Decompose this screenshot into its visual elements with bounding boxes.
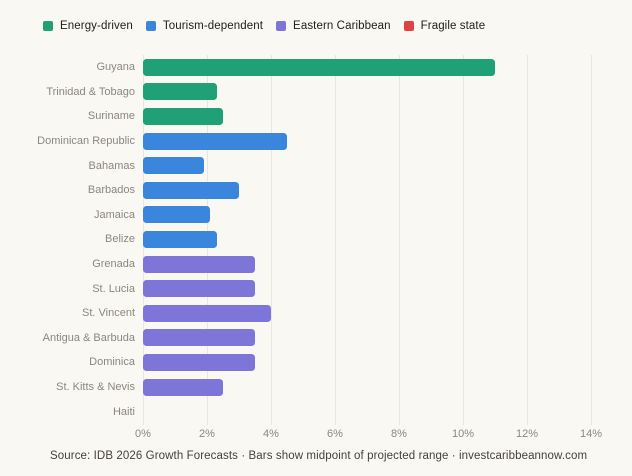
country-label: Suriname bbox=[87, 110, 135, 123]
country-label: Guyana bbox=[96, 61, 135, 74]
bar-row: Suriname bbox=[0, 104, 632, 129]
bar bbox=[143, 181, 239, 199]
bar-track bbox=[143, 104, 632, 129]
legend-label: Fragile state bbox=[420, 20, 486, 32]
bar-track bbox=[143, 301, 632, 326]
country-label: St. Vincent bbox=[82, 307, 135, 320]
bar-row: Haiti bbox=[0, 399, 632, 424]
legend-item: Tourism-dependent bbox=[145, 20, 264, 32]
country-label: Bahamas bbox=[88, 159, 135, 172]
country-label: Dominica bbox=[89, 356, 135, 369]
bar-row: Trinidad & Tobago bbox=[0, 80, 632, 105]
bar-row: Dominican Republic bbox=[0, 129, 632, 154]
x-tick-label: 2% bbox=[199, 428, 215, 440]
bar-track bbox=[143, 178, 632, 203]
x-tick-label: 6% bbox=[327, 428, 343, 440]
country-label: Belize bbox=[105, 233, 135, 246]
bar-track bbox=[143, 276, 632, 301]
x-tick-label: 8% bbox=[391, 428, 407, 440]
x-tick-label: 0% bbox=[135, 428, 151, 440]
x-tick-label: 4% bbox=[263, 428, 279, 440]
bar-track bbox=[143, 203, 632, 228]
legend-item: Fragile state bbox=[403, 20, 486, 32]
bar-track bbox=[143, 399, 632, 424]
bar bbox=[143, 206, 211, 224]
country-label: Jamaica bbox=[94, 208, 135, 221]
bar-row: Grenada bbox=[0, 252, 632, 277]
legend: Energy-driven Tourism-dependent Eastern Ca… bbox=[43, 20, 485, 32]
x-tick-label: 10% bbox=[451, 428, 475, 440]
bar-track bbox=[143, 129, 632, 154]
country-label: Antigua & Barbuda bbox=[42, 331, 135, 344]
x-tick-label: 12% bbox=[515, 428, 539, 440]
bar-track bbox=[143, 153, 632, 178]
bar-row: St. Vincent bbox=[0, 301, 632, 326]
bar-track bbox=[143, 375, 632, 400]
legend-swatch-icon bbox=[403, 21, 414, 31]
bar-row: Barbados bbox=[0, 178, 632, 203]
legend-swatch-icon bbox=[145, 21, 156, 31]
country-label: Grenada bbox=[92, 258, 135, 271]
bar bbox=[143, 378, 223, 396]
bar bbox=[143, 58, 495, 76]
bar-row: Belize bbox=[0, 227, 632, 252]
bar bbox=[143, 157, 204, 175]
bar-row: Bahamas bbox=[0, 153, 632, 178]
bar bbox=[143, 255, 255, 273]
legend-label: Tourism-dependent bbox=[162, 20, 264, 32]
bar-track bbox=[143, 326, 632, 351]
legend-swatch-icon bbox=[276, 21, 287, 31]
country-label: Haiti bbox=[112, 405, 135, 418]
bar bbox=[143, 83, 217, 101]
bar-row: Antigua & Barbuda bbox=[0, 326, 632, 351]
x-tick-label: 14% bbox=[579, 428, 603, 440]
bar bbox=[143, 107, 223, 125]
bar bbox=[143, 280, 255, 298]
bar-rows: Guyana Trinidad & Tobago Suriname Dominican… bbox=[0, 55, 632, 424]
bar-track bbox=[143, 80, 632, 105]
bar-chart: Guyana Trinidad & Tobago Suriname Dominican… bbox=[0, 55, 632, 440]
bar-track bbox=[143, 55, 632, 80]
country-label: St. Lucia bbox=[92, 282, 135, 295]
bar-row: Dominica bbox=[0, 350, 632, 375]
bar bbox=[143, 329, 255, 347]
bar-row: Guyana bbox=[0, 55, 632, 80]
bar-track bbox=[143, 227, 632, 252]
bar bbox=[143, 132, 287, 150]
x-axis: 0% 2% 4% 6% 8% 10% 12% 14% bbox=[0, 428, 632, 444]
bar-track bbox=[143, 252, 632, 277]
legend-label: Energy-driven bbox=[60, 20, 133, 32]
legend-label: Eastern Caribbean bbox=[293, 20, 391, 32]
bar-row: St. Kitts & Nevis bbox=[0, 375, 632, 400]
legend-item: Energy-driven bbox=[43, 20, 133, 32]
bar-track bbox=[143, 350, 632, 375]
bar bbox=[143, 230, 217, 248]
bar-row: Jamaica bbox=[0, 203, 632, 228]
country-label: Dominican Republic bbox=[37, 135, 135, 148]
source-note: Source: IDB 2026 Growth Forecasts · Bars… bbox=[50, 450, 588, 462]
country-label: Barbados bbox=[87, 184, 135, 197]
bar-row: St. Lucia bbox=[0, 276, 632, 301]
country-label: Trinidad & Tobago bbox=[46, 85, 135, 98]
bar bbox=[143, 304, 271, 322]
country-label: St. Kitts & Nevis bbox=[56, 381, 135, 394]
legend-swatch-icon bbox=[43, 21, 53, 31]
bar bbox=[143, 353, 255, 371]
legend-item: Eastern Caribbean bbox=[276, 20, 391, 32]
